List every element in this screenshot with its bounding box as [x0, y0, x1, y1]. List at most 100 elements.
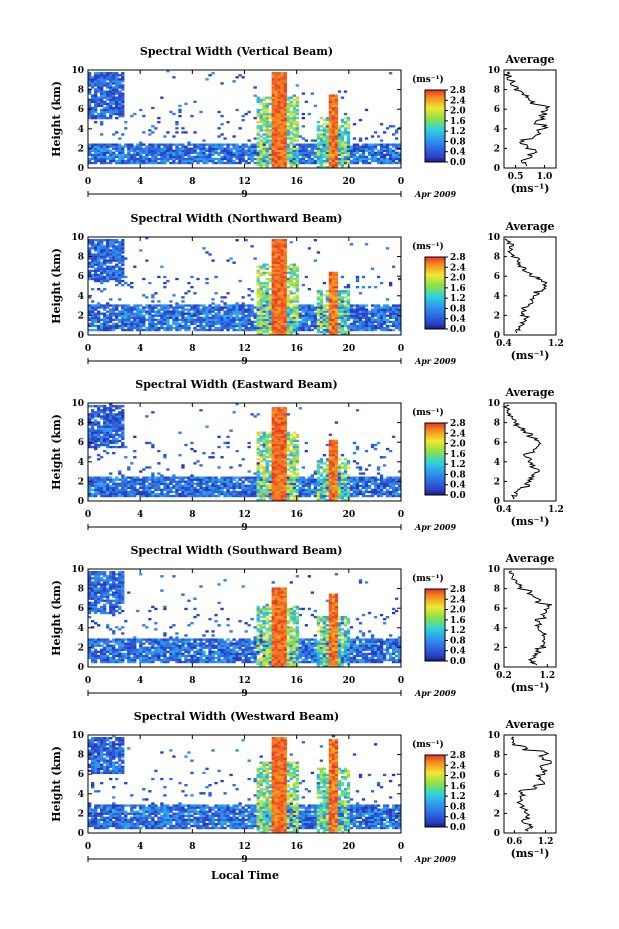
heatmap-cell — [262, 159, 266, 163]
heatmap-cell — [88, 308, 92, 311]
heatmap-cell — [280, 98, 284, 101]
heatmap-cell — [211, 494, 215, 498]
heatmap-cell — [190, 143, 194, 146]
heatmap-cell — [382, 314, 387, 317]
heatmap-cell — [130, 322, 134, 326]
heatmap-cell — [214, 306, 218, 309]
heatmap-cell — [274, 112, 278, 116]
heatmap-cell — [208, 326, 212, 330]
heatmap-cell — [283, 286, 287, 289]
heatmap-cell — [334, 123, 339, 126]
heatmap-cell — [277, 245, 281, 248]
heatmap-cell — [277, 298, 281, 301]
heatmap-cell — [289, 322, 293, 326]
heatmap-cell — [235, 161, 239, 165]
heatmap-cell — [151, 294, 155, 297]
heatmap-cell — [262, 480, 266, 483]
heatmap-cell — [121, 425, 125, 428]
heatmap-cell — [361, 159, 366, 163]
heatmap-cell — [103, 249, 107, 252]
heatmap-cell — [277, 92, 281, 95]
heatmap-cell — [274, 429, 278, 432]
heatmap-cell — [349, 159, 354, 163]
heatmap-cell — [124, 310, 128, 313]
colorbar-tick-label: 2.4 — [450, 96, 466, 106]
heatmap-cell — [124, 153, 128, 157]
heatmap-cell — [112, 153, 116, 157]
heatmap-cell — [106, 82, 110, 85]
heatmap-cell — [163, 155, 167, 159]
heatmap-cell — [94, 114, 98, 118]
heatmap-cell — [262, 157, 266, 161]
heatmap-cell — [277, 447, 281, 451]
heatmap-cell — [280, 259, 284, 262]
heatmap-cell — [106, 431, 110, 434]
heatmap-cell — [259, 141, 263, 144]
heatmap-cell — [88, 263, 92, 266]
heatmap-cell — [367, 326, 372, 330]
heatmap-cell — [358, 322, 363, 326]
heatmap-cell — [274, 153, 278, 157]
heatmap-cell — [361, 316, 366, 319]
heatmap-cell — [157, 328, 161, 332]
heatmap-cell — [274, 427, 278, 430]
heatmap-cell — [154, 155, 158, 159]
heatmap-cell — [121, 80, 125, 83]
heatmap-cell — [382, 155, 387, 159]
heatmap-cell — [97, 310, 101, 313]
heatmap-cell — [112, 425, 116, 428]
heatmap-cell — [259, 494, 263, 498]
heatmap-cell — [247, 476, 251, 479]
heatmap-cell — [265, 443, 269, 447]
heatmap-cell — [265, 104, 269, 108]
heatmap-cell — [106, 494, 110, 498]
heatmap-cell — [199, 492, 203, 496]
heatmap-cell — [100, 417, 104, 420]
heatmap-cell — [163, 484, 167, 488]
heatmap-cell — [271, 90, 275, 93]
heatmap-cell — [166, 308, 170, 311]
heatmap-cell — [97, 157, 101, 161]
heatmap-cell — [277, 102, 281, 106]
heatmap-cell — [154, 292, 158, 295]
heatmap-cell — [103, 419, 107, 422]
heatmap-cell — [256, 472, 260, 475]
heatmap-cell — [106, 259, 110, 262]
heatmap-cell — [370, 157, 375, 161]
heatmap-cell — [196, 478, 200, 481]
heatmap-cell — [163, 322, 167, 326]
heatmap-cell — [97, 159, 101, 163]
heatmap-cell — [232, 320, 236, 324]
heatmap-cell — [232, 322, 236, 326]
heatmap-cell — [121, 492, 125, 496]
heatmap-cell — [163, 318, 167, 322]
heatmap-cell — [343, 112, 348, 116]
heatmap-cell — [259, 476, 263, 479]
heatmap-cell — [187, 312, 191, 315]
heatmap-cell — [88, 114, 92, 118]
heatmap-cell — [331, 147, 336, 150]
heatmap-cell — [100, 151, 104, 155]
heatmap-cell — [187, 143, 191, 146]
heatmap-cells — [88, 237, 402, 336]
heatmap-cell — [88, 161, 92, 165]
heatmap-cell — [277, 255, 281, 258]
heatmap-cell — [205, 480, 209, 483]
heatmap-cell — [358, 147, 363, 150]
heatmap-cell — [193, 486, 197, 490]
heatmap-cell — [262, 326, 266, 330]
heatmap-cell — [331, 304, 336, 307]
heatmap-cell — [382, 328, 387, 332]
heatmap-cell — [223, 320, 227, 324]
heatmap-cell — [193, 326, 197, 330]
heatmap-cell — [322, 119, 327, 122]
heatmap-cell — [355, 159, 360, 163]
heatmap-cell — [199, 320, 203, 324]
heatmap-cell — [262, 443, 266, 447]
heatmap-cell — [280, 277, 284, 281]
heatmap-cell — [91, 108, 95, 112]
heatmap-cell — [388, 312, 393, 315]
heatmap-cell — [244, 159, 248, 163]
heatmap-cell — [100, 239, 104, 242]
heatmap-cell — [106, 92, 110, 95]
